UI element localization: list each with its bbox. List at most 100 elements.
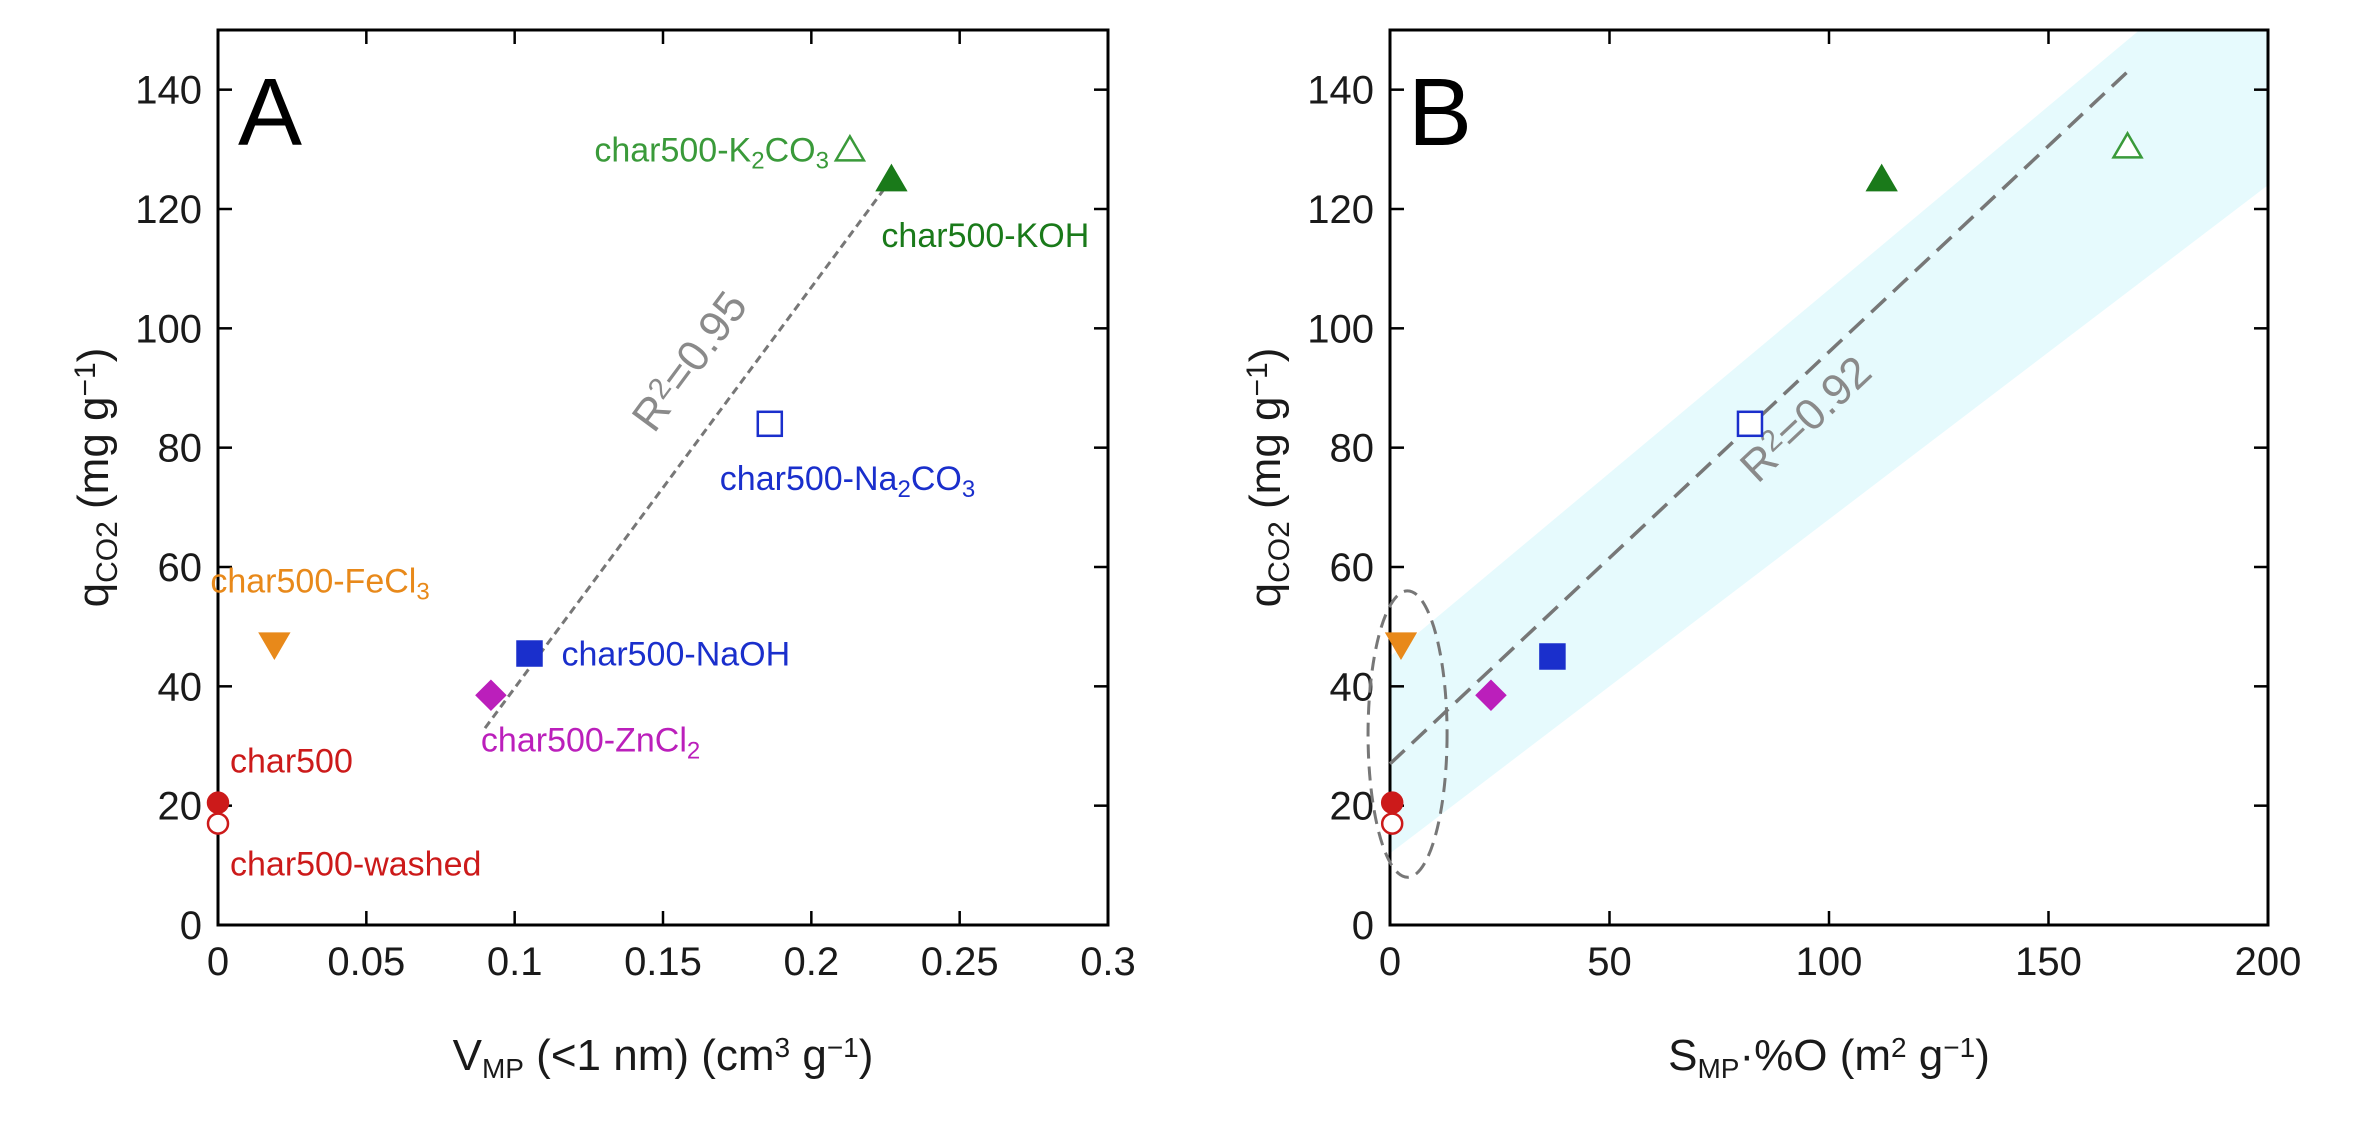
y-label-sup: −1 <box>1241 362 1274 396</box>
y-label-end: ) <box>1241 348 1290 363</box>
point-label-text: char500-ZnCl <box>481 721 687 759</box>
x-tick-label: 0.05 <box>327 940 405 984</box>
point-char500-KOH <box>1865 163 1898 192</box>
point-label-text: char500-NaOH <box>562 636 791 674</box>
confidence-band <box>1390 30 2268 854</box>
point-label-text: char500-KOH <box>881 217 1089 255</box>
y-label-main: q <box>69 583 118 607</box>
y-tick-label: 120 <box>1307 188 1374 232</box>
y-label-rest: (mg g <box>1241 397 1290 522</box>
y-tick-label: 20 <box>158 785 203 829</box>
y-label-main: q <box>1241 583 1290 607</box>
point-char500 <box>206 791 230 814</box>
x-tick-label: 0 <box>207 940 229 984</box>
x-tick-label: 150 <box>2015 940 2082 984</box>
panel-letter-b: B <box>1408 59 1472 166</box>
x-tick-label: 0 <box>1379 940 1401 984</box>
point-label-sub: 2 <box>897 476 910 503</box>
point-label-tail: CO <box>765 131 816 169</box>
point-label-char500-Na2CO3: char500-Na2CO3 <box>720 460 975 503</box>
point-label-tail: CO <box>911 460 962 498</box>
x-label-sup2: −1 <box>827 1032 859 1063</box>
y-tick-label: 60 <box>158 546 203 590</box>
x-label-end: ) <box>859 1031 874 1080</box>
x-label-tail: g <box>1907 1031 1944 1080</box>
y-label-sub: CO2 <box>1263 521 1296 583</box>
y-tick-label: 80 <box>1330 427 1375 471</box>
x-label-sup2: −1 <box>1943 1032 1975 1063</box>
y-axis-label-a: qCO2 (mg g−1) <box>69 348 125 608</box>
point-char500-ZnCl2 <box>475 679 507 712</box>
grouping-ellipse <box>1366 589 1449 879</box>
x-tick-label: 0.3 <box>1080 940 1136 984</box>
panel-b: 0 50 100 150 200 0 20 40 60 80 100 120 140 B SMP·%O (m… <box>1241 28 2302 1084</box>
y-tick-label: 100 <box>135 307 202 351</box>
point-char500-NaOH <box>516 640 543 667</box>
point-label-text: char500-FeCl <box>210 563 416 601</box>
point-char500-washed <box>206 812 230 835</box>
point-char500-Na2CO3 <box>1736 410 1764 438</box>
y-tick-label: 0 <box>180 904 202 948</box>
y-label-end: ) <box>69 348 118 363</box>
x-tick-label: 0.2 <box>784 940 840 984</box>
point-char500-ZnCl2 <box>1475 679 1507 712</box>
point-label-char500: char500 <box>230 743 353 781</box>
x-label-tail: g <box>790 1031 827 1080</box>
point-label-sub: 2 <box>687 737 700 764</box>
point-char500-FeCl3 <box>1384 632 1418 661</box>
x-label-rest: (<1 nm) (cm <box>524 1031 775 1080</box>
x-label-sub: MP <box>1697 1053 1739 1084</box>
point-label-text: char500-Na <box>720 460 898 498</box>
x-label-sub: MP <box>482 1053 524 1084</box>
x-axis-label-b: SMP·%O (m2 g−1) <box>1668 1031 1990 1084</box>
point-label-char500-NaOH: char500-NaOH <box>562 636 791 674</box>
y-tick-label: 100 <box>1307 307 1374 351</box>
point-label-sub2: 3 <box>816 148 829 175</box>
point-label-sub2: 3 <box>962 476 975 503</box>
y-tick-label: 60 <box>1330 546 1375 590</box>
point-char500-K2CO3 <box>833 133 867 162</box>
point-char500 <box>1380 791 1404 814</box>
fit-line-a <box>483 178 893 729</box>
point-char500-K2CO3 <box>2111 130 2144 159</box>
y-tick-label: 120 <box>135 188 202 232</box>
point-label-char500-KOH: char500-KOH <box>881 217 1089 255</box>
point-label-text: char500-washed <box>230 846 481 884</box>
x-tick-label: 0.15 <box>624 940 702 984</box>
y-tick-label: 40 <box>1330 665 1375 709</box>
y-tick-label: 40 <box>158 665 203 709</box>
point-label-char500-FeCl3: char500-FeCl3 <box>210 563 429 606</box>
y-tick-label: 80 <box>158 427 203 471</box>
point-label-char500-K2CO3: char500-K2CO3 <box>594 131 829 174</box>
point-label-sub: 2 <box>751 148 764 175</box>
panel-letter-a: A <box>238 59 302 166</box>
y-label-rest: (mg g <box>69 397 118 522</box>
x-tick-label: 0.1 <box>487 940 543 984</box>
point-char500-NaOH <box>1539 643 1566 670</box>
y-tick-label: 140 <box>135 69 202 113</box>
panel-a: 0 0.05 0.1 0.15 0.2 0.25 0.3 0 20 40 60 80 100 120 140… <box>69 28 1136 1084</box>
y-tick-label: 20 <box>1330 785 1375 829</box>
x-axis-label-a: VMP (<1 nm) (cm3 g−1) <box>453 1031 874 1084</box>
point-char500-washed <box>1380 812 1404 835</box>
x-label-main: S <box>1668 1031 1697 1080</box>
fit-line-b <box>1388 70 2129 766</box>
point-label-text: char500-K <box>594 131 751 169</box>
y-tick-label: 0 <box>1352 904 1374 948</box>
point-char500-KOH <box>875 163 908 192</box>
point-char500-FeCl3 <box>258 632 291 661</box>
x-tick-label: 200 <box>2235 940 2302 984</box>
point-label-char500-washed: char500-washed <box>230 846 481 884</box>
point-label-char500-ZnCl2: char500-ZnCl2 <box>481 721 700 764</box>
x-label-end: ) <box>1975 1031 1990 1080</box>
x-label-sup: 2 <box>1891 1032 1907 1063</box>
y-tick-label: 140 <box>1307 69 1374 113</box>
x-tick-label: 0.25 <box>921 940 999 984</box>
point-char500-Na2CO3 <box>756 410 784 438</box>
point-label-text: char500 <box>230 743 353 781</box>
r2-label-a: R2=0.95 <box>622 282 757 440</box>
x-label-rest: ·%O (m <box>1739 1031 1891 1080</box>
x-tick-label: 50 <box>1587 940 1632 984</box>
point-label-sub: 3 <box>416 579 429 606</box>
